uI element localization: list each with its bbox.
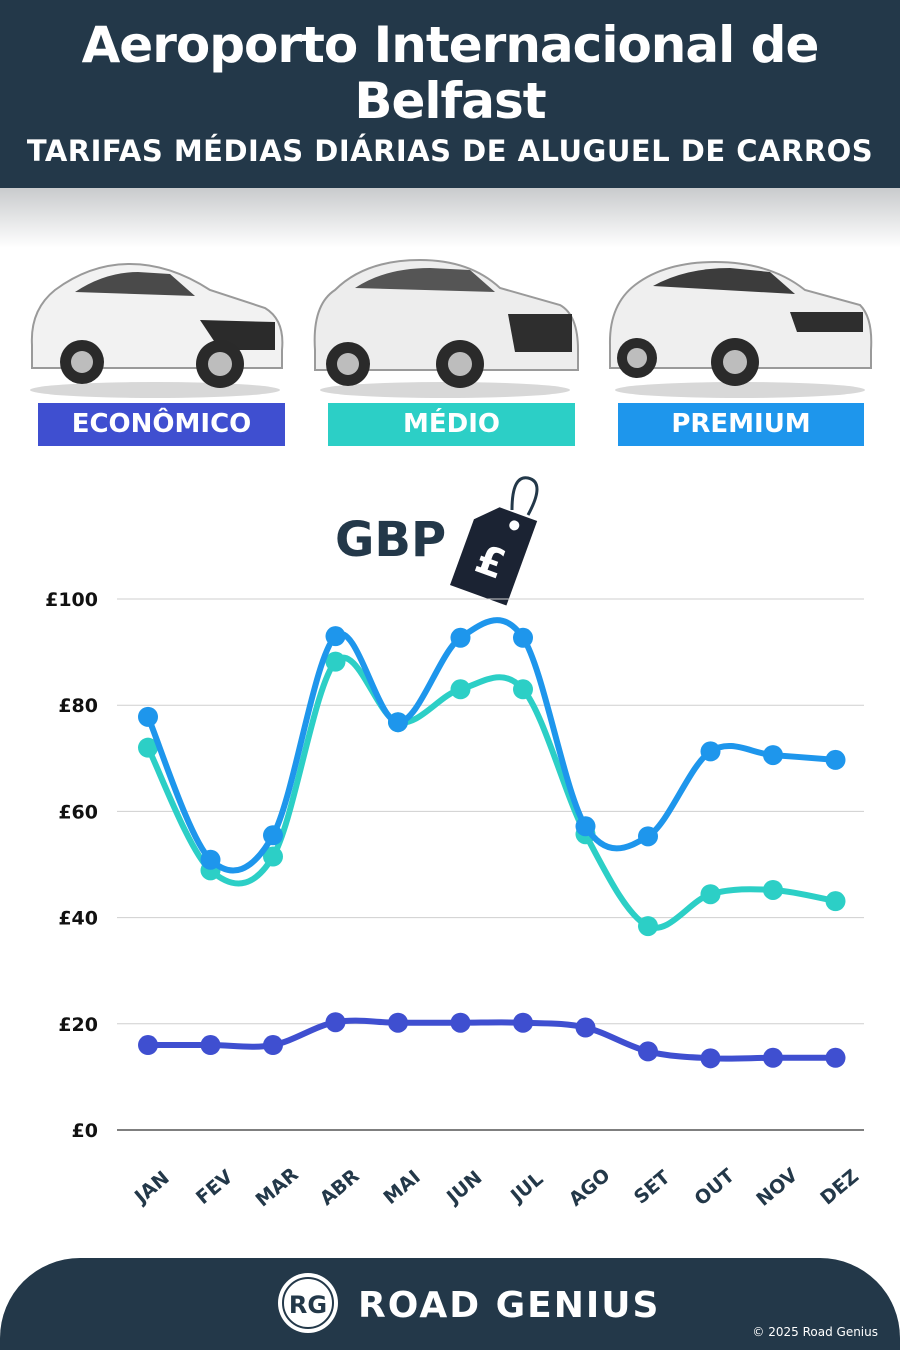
x-tick-label: SET bbox=[630, 1166, 675, 1208]
data-point bbox=[575, 816, 596, 837]
series-line bbox=[145, 655, 839, 931]
data-point bbox=[325, 626, 346, 647]
currency-label: GBP bbox=[335, 512, 447, 568]
road-genius-logo-icon: RG bbox=[278, 1273, 338, 1333]
badge-economy: ECONÔMICO bbox=[38, 403, 285, 446]
x-tick-label: NOV bbox=[752, 1164, 802, 1211]
data-point bbox=[763, 745, 783, 766]
x-tick-label: FEV bbox=[192, 1166, 238, 1209]
x-tick-label: JUN bbox=[441, 1167, 486, 1210]
page-subtitle: TARIFAS MÉDIAS DIÁRIAS DE ALUGUEL DE CAR… bbox=[26, 134, 874, 168]
badge-midsize: MÉDIO bbox=[328, 403, 575, 446]
data-point bbox=[825, 749, 846, 770]
data-point bbox=[138, 1035, 158, 1056]
series-line bbox=[145, 617, 839, 874]
data-point bbox=[138, 706, 158, 727]
data-point bbox=[700, 1048, 721, 1069]
x-tick-label: MAI bbox=[379, 1166, 424, 1209]
y-tick-label: £80 bbox=[58, 695, 98, 717]
x-tick-label: DEZ bbox=[816, 1165, 863, 1209]
data-point bbox=[200, 1035, 221, 1056]
brand-name: ROAD GENIUS bbox=[358, 1285, 661, 1326]
data-point bbox=[450, 627, 471, 648]
x-tick-label: JUL bbox=[505, 1168, 547, 1208]
data-point bbox=[700, 884, 721, 905]
data-point bbox=[763, 879, 783, 900]
series-0 bbox=[138, 1012, 846, 1069]
data-point bbox=[638, 826, 658, 847]
data-point bbox=[450, 1012, 471, 1033]
x-tick-label: AGO bbox=[565, 1164, 615, 1211]
data-point bbox=[763, 1047, 783, 1068]
y-tick-label: £60 bbox=[58, 801, 98, 823]
series-1 bbox=[138, 651, 846, 937]
data-point bbox=[825, 891, 846, 912]
data-point bbox=[575, 1017, 596, 1038]
y-tick-label: £40 bbox=[58, 908, 98, 930]
data-point bbox=[138, 737, 158, 758]
data-point bbox=[450, 679, 471, 700]
economy-car-image bbox=[30, 262, 284, 398]
title-line-2: Belfast bbox=[354, 72, 546, 130]
x-tick-label: ABR bbox=[316, 1165, 364, 1210]
page-title: Aeroporto Internacional de Belfast bbox=[0, 20, 900, 126]
data-point bbox=[700, 741, 721, 762]
series-lines bbox=[138, 617, 846, 1069]
logo-text: RG bbox=[289, 1291, 327, 1319]
header: Aeroporto Internacional de Belfast TARIF… bbox=[0, 0, 900, 188]
data-point bbox=[200, 849, 221, 870]
data-point bbox=[388, 712, 408, 733]
copyright: © 2025 Road Genius bbox=[752, 1325, 878, 1339]
data-point bbox=[638, 1041, 658, 1062]
series-2 bbox=[138, 617, 846, 874]
x-tick-label: MAR bbox=[252, 1163, 303, 1211]
x-tick-label: OUT bbox=[691, 1165, 739, 1211]
data-point bbox=[263, 846, 283, 867]
data-point bbox=[325, 1012, 346, 1033]
title-line-1: Aeroporto Internacional de bbox=[81, 16, 820, 74]
price-tag-icon: £ bbox=[450, 476, 539, 606]
data-point bbox=[825, 1047, 846, 1068]
data-point bbox=[388, 1012, 408, 1033]
y-tick-label: £100 bbox=[45, 589, 98, 611]
badge-premium: PREMIUM bbox=[618, 403, 864, 446]
x-axis-ticks: JAN FEV MAR ABR MAI JUN JUL AGO SET OUT NOV DEZ bbox=[129, 1163, 863, 1211]
footer bbox=[0, 1258, 900, 1350]
y-tick-label: £0 bbox=[72, 1120, 98, 1142]
data-point bbox=[325, 651, 346, 672]
data-point bbox=[263, 1035, 283, 1056]
midsize-car-image bbox=[313, 258, 579, 398]
y-tick-label: £20 bbox=[58, 1014, 98, 1036]
series-line bbox=[145, 1017, 839, 1062]
premium-car-image bbox=[608, 260, 873, 398]
data-point bbox=[638, 916, 658, 937]
y-axis-ticks: £0 £20 £40 £60 £80 £100 bbox=[45, 589, 98, 1142]
data-point bbox=[513, 627, 533, 648]
data-point bbox=[513, 1012, 533, 1033]
x-tick-label: JAN bbox=[129, 1167, 174, 1209]
data-point bbox=[513, 679, 533, 700]
header-fade bbox=[0, 188, 900, 248]
line-chart: £0 £20 £40 £60 £80 £100 JAN FEV MAR ABR MAI JUN JUL… bbox=[45, 589, 864, 1211]
data-point bbox=[263, 825, 283, 846]
